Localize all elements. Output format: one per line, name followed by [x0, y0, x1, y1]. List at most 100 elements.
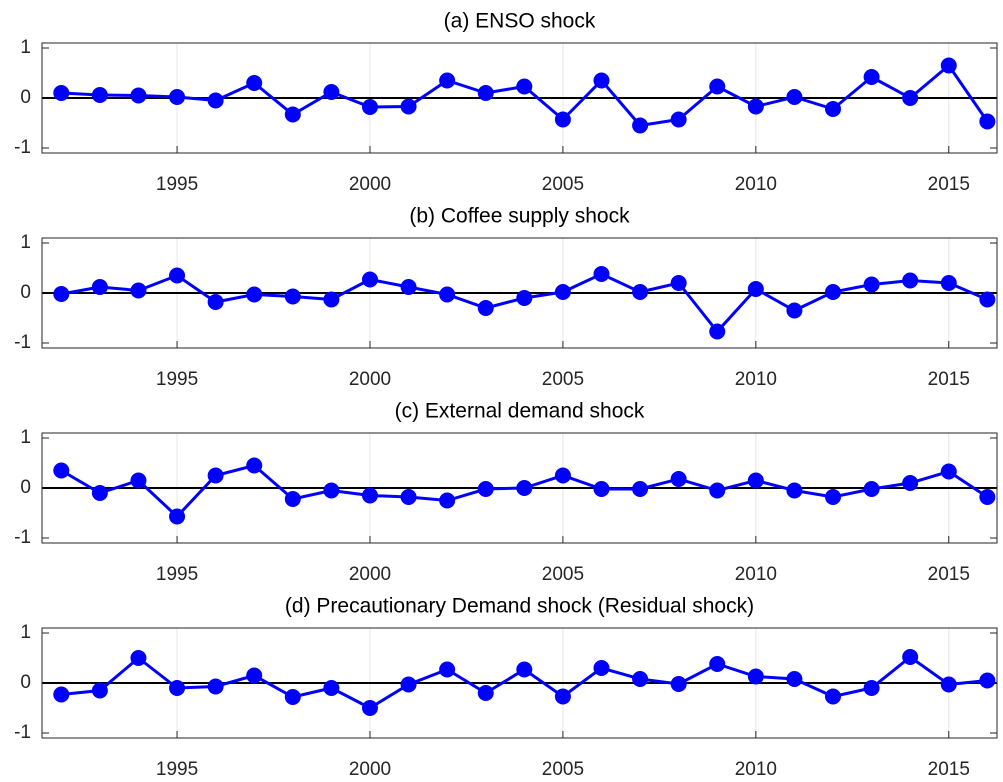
data-point: [825, 688, 842, 705]
data-point: [91, 87, 108, 103]
y-tick-label: -1: [14, 137, 31, 158]
data-point: [284, 288, 301, 305]
data-point: [130, 282, 147, 299]
x-tick-label: 2000: [349, 174, 391, 195]
data-point: [91, 682, 108, 699]
x-tick-label: 2000: [349, 759, 391, 780]
data-point: [670, 275, 687, 291]
data-point: [825, 489, 842, 505]
x-tick-label: 1995: [156, 174, 198, 195]
data-point: [979, 291, 996, 308]
data-point: [439, 72, 456, 89]
x-tick-label: 2010: [735, 759, 777, 780]
data-point: [400, 489, 417, 505]
data-point: [53, 686, 70, 703]
data-point: [130, 650, 147, 666]
data-point: [786, 671, 803, 687]
data-point: [593, 266, 610, 282]
axes-box: [41, 627, 998, 739]
data-point: [786, 302, 803, 319]
data-point: [940, 275, 957, 291]
y-tick-label: 1: [20, 232, 31, 253]
data-point: [91, 279, 108, 295]
data-point: [670, 471, 687, 487]
chart-title: (c) External demand shock: [395, 400, 645, 423]
data-point: [207, 678, 224, 695]
data-point: [130, 472, 147, 489]
data-point: [825, 284, 842, 300]
data-point: [902, 90, 919, 106]
y-tick-label: 0: [20, 87, 31, 108]
data-point: [169, 89, 186, 105]
data-point: [477, 685, 494, 701]
data-point: [439, 286, 456, 303]
data-point: [747, 668, 764, 685]
data-point: [863, 276, 880, 293]
x-tick-label: 2015: [928, 564, 970, 585]
axes-box: [41, 237, 998, 349]
data-point: [361, 700, 378, 716]
y-tick-label: -1: [14, 722, 31, 743]
data-point: [361, 487, 378, 504]
x-tick-label: 1995: [156, 564, 198, 585]
data-point: [940, 463, 957, 480]
data-point: [632, 284, 649, 300]
data-point: [516, 78, 533, 95]
data-point: [323, 291, 340, 308]
data-point: [207, 92, 224, 109]
data-point: [516, 480, 533, 496]
y-tick-label: 1: [20, 37, 31, 58]
data-point: [284, 491, 301, 507]
y-tick-label: 0: [20, 282, 31, 303]
chart-title: (a) ENSO shock: [444, 10, 596, 33]
data-point: [400, 676, 417, 693]
data-point: [554, 284, 571, 300]
x-tick-label: 2000: [349, 369, 391, 390]
data-point: [632, 671, 649, 687]
x-tick-label: 2015: [928, 174, 970, 195]
data-point: [902, 272, 919, 289]
data-point: [323, 680, 340, 696]
data-point: [902, 475, 919, 491]
data-point: [207, 294, 224, 310]
data-point: [169, 267, 186, 284]
data-point: [91, 485, 108, 501]
data-point: [786, 89, 803, 105]
y-tick-label: 1: [20, 622, 31, 643]
data-point: [747, 472, 764, 489]
data-point: [593, 481, 610, 497]
data-point: [246, 457, 263, 474]
data-point: [902, 649, 919, 665]
data-point: [361, 271, 378, 288]
data-point: [863, 69, 880, 85]
x-tick-label: 2010: [735, 564, 777, 585]
chart-title: (b) Coffee supply shock: [409, 205, 630, 228]
y-tick-label: 0: [20, 477, 31, 498]
data-point: [786, 482, 803, 499]
data-point: [400, 98, 417, 115]
data-point: [709, 656, 726, 672]
data-point: [439, 661, 456, 678]
data-point: [477, 300, 494, 316]
data-point: [284, 689, 301, 705]
chart-title: (d) Precautionary Demand shock (Residual…: [285, 595, 754, 618]
data-point: [554, 111, 571, 128]
data-point: [130, 87, 147, 104]
axes-box: [41, 432, 998, 544]
data-point: [709, 482, 726, 499]
data-point: [169, 680, 186, 696]
data-point: [246, 75, 263, 91]
data-point: [593, 72, 610, 89]
data-point: [979, 672, 996, 689]
data-point: [361, 99, 378, 115]
data-point: [477, 481, 494, 497]
x-tick-label: 2010: [735, 174, 777, 195]
y-tick-label: 0: [20, 672, 31, 693]
x-tick-label: 2005: [542, 564, 584, 585]
data-point: [246, 286, 263, 303]
x-tick-label: 1995: [156, 759, 198, 780]
y-tick-label: 1: [20, 427, 31, 448]
x-tick-label: 1995: [156, 369, 198, 390]
data-point: [940, 676, 957, 693]
